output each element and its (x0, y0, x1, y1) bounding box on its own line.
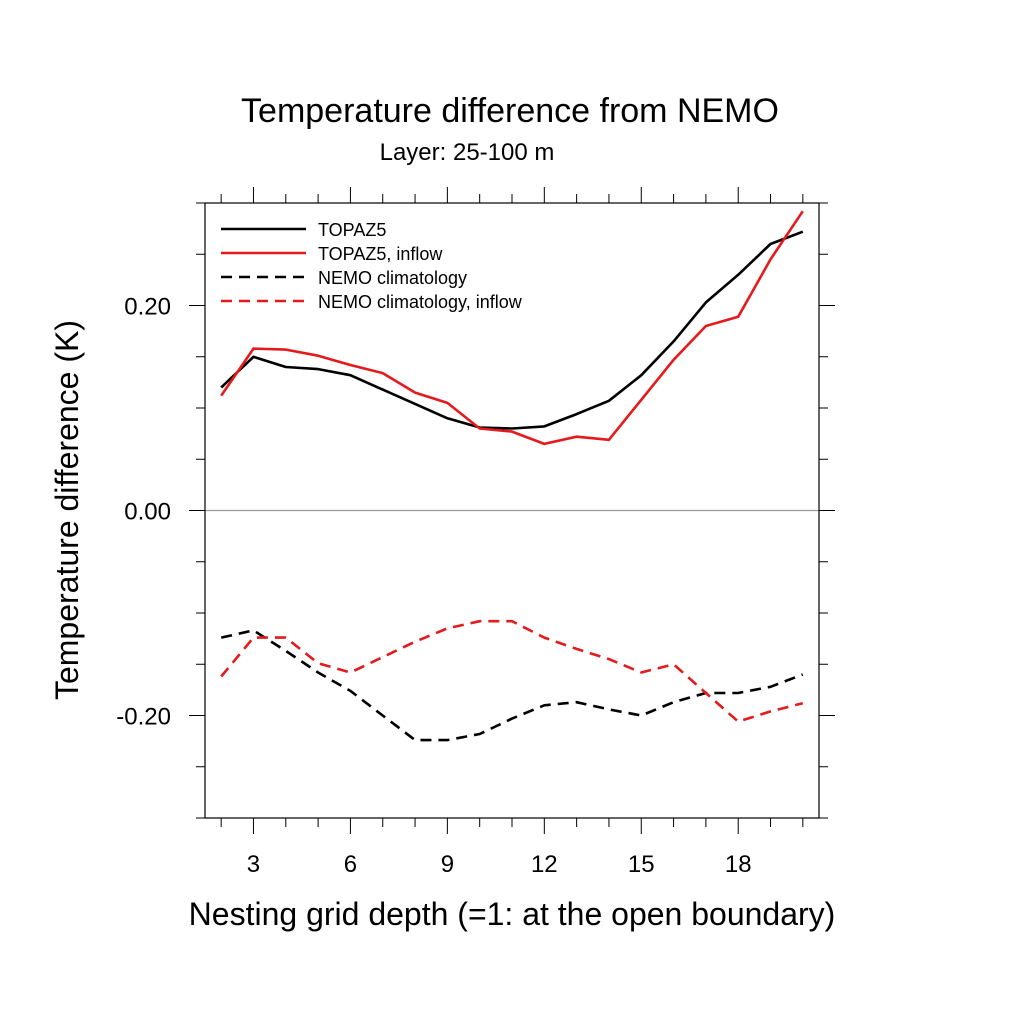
x-axis-label: Nesting grid depth (=1: at the open boun… (189, 896, 836, 932)
plot-frame (204, 202, 820, 819)
chart-title: Temperature difference from NEMO (241, 92, 779, 130)
series-line-3 (220, 619, 804, 723)
chart-subtitle: Layer: 25-100 m (380, 139, 555, 166)
series-line-2 (220, 629, 804, 742)
x-tick-label: 18 (725, 851, 752, 878)
x-tick-label: 9 (441, 851, 454, 878)
y-tick-label: 0.00 (124, 499, 171, 526)
legend-label-2: NEMO climatology (318, 268, 467, 288)
legend-label-1: TOPAZ5, inflow (318, 244, 443, 264)
axis-layer: 3 6 9 12 15 18 0.20 0.00 -0.20 (116, 187, 835, 878)
x-tick-label: 6 (344, 851, 357, 878)
y-tick-label: -0.20 (116, 704, 171, 731)
x-tick-label: 15 (628, 851, 655, 878)
y-tick-label: 0.20 (124, 294, 171, 321)
series-line-1 (220, 210, 804, 446)
series-line-0 (220, 230, 804, 430)
legend-label-0: TOPAZ5 (318, 220, 386, 240)
series-layer (220, 210, 804, 742)
x-tick-label: 3 (247, 851, 260, 878)
legend-label-3: NEMO climatology, inflow (318, 292, 523, 312)
x-tick-label: 12 (531, 851, 558, 878)
legend: TOPAZ5 TOPAZ5, inflow NEMO climatology NEMO… (221, 220, 523, 312)
y-axis-label: Temperature difference (K) (49, 320, 85, 700)
